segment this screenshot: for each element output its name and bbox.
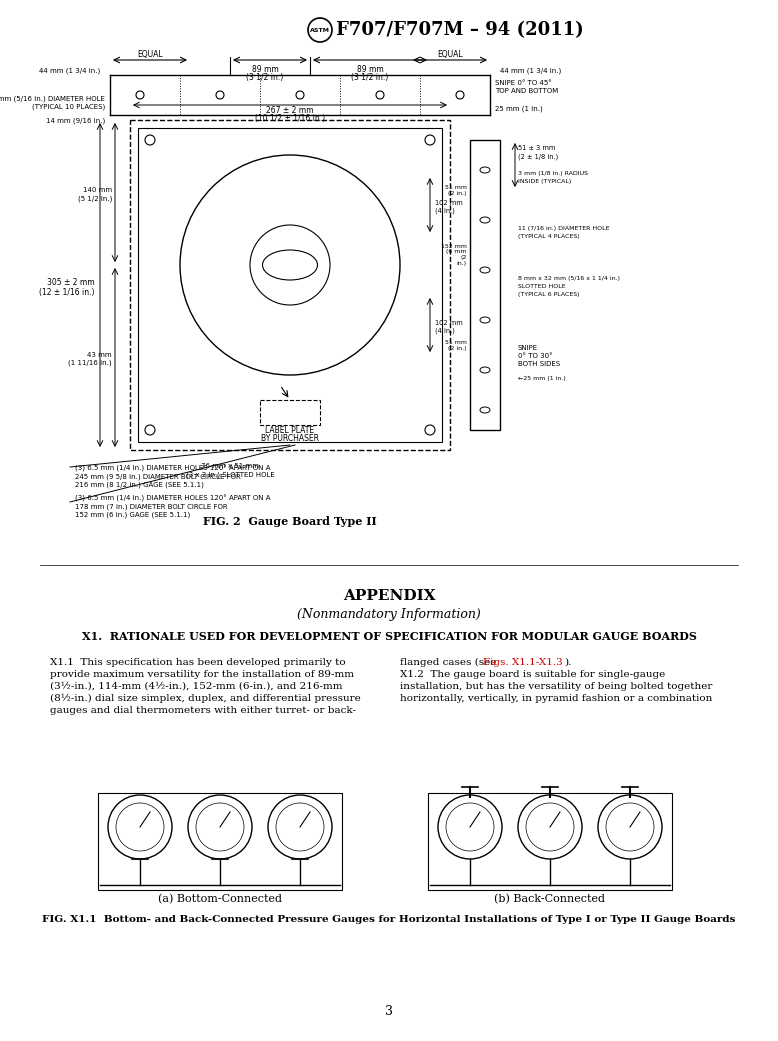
Text: SLOTTED HOLE: SLOTTED HOLE: [518, 284, 566, 289]
Text: (Nonmandatory Information): (Nonmandatory Information): [297, 608, 481, 621]
Text: 305 ± 2 mm: 305 ± 2 mm: [47, 278, 95, 287]
Text: 76 mm x 51 mm: 76 mm x 51 mm: [201, 463, 259, 469]
Text: (1 11/16 in.): (1 11/16 in.): [68, 360, 112, 366]
Text: gauges and dial thermometers with either turret- or back-: gauges and dial thermometers with either…: [50, 706, 356, 715]
Text: ASTM: ASTM: [310, 27, 330, 32]
Text: BY PURCHASER: BY PURCHASER: [261, 434, 319, 443]
Text: 44 mm (1 3/4 in.): 44 mm (1 3/4 in.): [39, 67, 100, 74]
Text: (3 1/2 in.): (3 1/2 in.): [247, 73, 284, 82]
Text: (b) Back-Connected: (b) Back-Connected: [495, 893, 605, 904]
Text: (3½-in.), 114-mm (4½-in.), 152-mm (6-in.), and 216-mm: (3½-in.), 114-mm (4½-in.), 152-mm (6-in.…: [50, 682, 342, 691]
Text: (TYPICAL 4 PLACES): (TYPICAL 4 PLACES): [518, 234, 580, 239]
Text: 0° TO 30°: 0° TO 30°: [518, 353, 552, 359]
Text: INSIDE (TYPICAL): INSIDE (TYPICAL): [518, 179, 571, 184]
Text: 89 mm: 89 mm: [356, 65, 384, 74]
Text: (10 1/2 ± 1/16 in.): (10 1/2 ± 1/16 in.): [255, 115, 325, 123]
Text: F707/F707M – 94 (2011): F707/F707M – 94 (2011): [336, 21, 584, 39]
Text: 51 mm
(2 in.): 51 mm (2 in.): [445, 185, 467, 196]
Text: 14 mm (9/16 in.): 14 mm (9/16 in.): [46, 118, 105, 125]
Text: 43 mm: 43 mm: [87, 352, 112, 358]
Text: 8 mm (5/16 in.) DIAMETER HOLE: 8 mm (5/16 in.) DIAMETER HOLE: [0, 95, 105, 102]
Text: 152 mm
(6 mm
(2
in.): 152 mm (6 mm (2 in.): [441, 244, 467, 266]
Text: FIG. 2  Gauge Board Type II: FIG. 2 Gauge Board Type II: [203, 516, 377, 527]
Text: (TYPICAL 6 PLACES): (TYPICAL 6 PLACES): [518, 291, 580, 297]
Text: 102 mm: 102 mm: [435, 320, 463, 326]
Text: 267 ± 2 mm: 267 ± 2 mm: [266, 106, 314, 115]
Text: provide maximum versatility for the installation of 89-mm: provide maximum versatility for the inst…: [50, 670, 354, 679]
Text: (3 1/2 in.): (3 1/2 in.): [352, 73, 389, 82]
Bar: [470, 139, 500, 430]
Text: 216 mm (8 1/2 in.) GAGE (SEE 5.1.1): 216 mm (8 1/2 in.) GAGE (SEE 5.1.1): [75, 481, 204, 487]
Text: installation, but has the versatility of being bolted together: installation, but has the versatility of…: [400, 682, 713, 691]
Text: (5 1/2 in.): (5 1/2 in.): [78, 195, 112, 202]
Text: horizontally, vertically, in pyramid fashion or a combination: horizontally, vertically, in pyramid fas…: [400, 694, 713, 703]
Text: (TYPICAL 10 PLACES): (TYPICAL 10 PLACES): [32, 103, 105, 109]
Text: BOTH SIDES: BOTH SIDES: [518, 361, 560, 367]
Text: (4 in.): (4 in.): [435, 328, 455, 334]
Text: EQUAL: EQUAL: [437, 50, 463, 59]
Text: X1.  RATIONALE USED FOR DEVELOPMENT OF SPECIFICATION FOR MODULAR GAUGE BOARDS: X1. RATIONALE USED FOR DEVELOPMENT OF SP…: [82, 631, 696, 642]
Text: 8 mm x 32 mm (5/16 x 1 1/4 in.): 8 mm x 32 mm (5/16 x 1 1/4 in.): [518, 276, 620, 281]
Text: (3) 6.5 mm (1/4 in.) DIAMETER HOLES 120° APART ON A: (3) 6.5 mm (1/4 in.) DIAMETER HOLES 120°…: [75, 494, 271, 502]
Text: (2 ± 1/8 in.): (2 ± 1/8 in.): [518, 153, 559, 159]
Text: EQUAL: EQUAL: [137, 50, 163, 59]
Text: 3: 3: [385, 1005, 393, 1018]
Text: (4 in.): (4 in.): [435, 208, 455, 214]
Text: APPENDIX: APPENDIX: [342, 589, 436, 603]
Text: LABEL PLATE: LABEL PLATE: [265, 426, 314, 435]
Text: X1.2  The gauge board is suitable for single-gauge: X1.2 The gauge board is suitable for sin…: [400, 670, 665, 679]
Text: 102 mm: 102 mm: [435, 200, 463, 206]
Text: 25 mm (1 in.): 25 mm (1 in.): [495, 105, 543, 111]
Text: 44 mm (1 3/4 in.): 44 mm (1 3/4 in.): [500, 67, 561, 74]
Text: 51 mm
(2 in.): 51 mm (2 in.): [445, 340, 467, 351]
Text: flanged cases (see: flanged cases (see: [400, 658, 499, 667]
Text: ).: ).: [564, 658, 571, 667]
Text: (a) Bottom-Connected: (a) Bottom-Connected: [158, 893, 282, 904]
Text: 178 mm (7 in.) DIAMETER BOLT CIRCLE FOR: 178 mm (7 in.) DIAMETER BOLT CIRCLE FOR: [75, 503, 228, 509]
Text: Figs. X1.1-X1.3: Figs. X1.1-X1.3: [483, 658, 562, 667]
Text: 89 mm: 89 mm: [251, 65, 279, 74]
Text: (3) 6.5 mm (1/4 in.) DIAMETER HOLES 120° APART ON A: (3) 6.5 mm (1/4 in.) DIAMETER HOLES 120°…: [75, 464, 271, 472]
Text: 51 ± 3 mm: 51 ± 3 mm: [518, 145, 555, 151]
Text: FIG. X1.1  Bottom- and Back-Connected Pressure Gauges for Horizontal Installatio: FIG. X1.1 Bottom- and Back-Connected Pre…: [42, 915, 736, 924]
Text: (8½-in.) dial size simplex, duplex, and differential pressure: (8½-in.) dial size simplex, duplex, and …: [50, 693, 361, 703]
Text: 3 mm (1/8 in.) RADIUS: 3 mm (1/8 in.) RADIUS: [518, 171, 588, 176]
Text: TOP AND BOTTOM: TOP AND BOTTOM: [495, 88, 559, 94]
Text: SNIPE 0° TO 45°: SNIPE 0° TO 45°: [495, 80, 552, 86]
Text: 11 (7/16 in.) DIAMETER HOLE: 11 (7/16 in.) DIAMETER HOLE: [518, 226, 609, 231]
Text: SNIPE: SNIPE: [518, 345, 538, 351]
Text: 245 mm (9 5/8 in.) DIAMETER BOLT CIRCLE FOR: 245 mm (9 5/8 in.) DIAMETER BOLT CIRCLE …: [75, 473, 240, 480]
Text: (3 x 2 in.) SLOTTED HOLE: (3 x 2 in.) SLOTTED HOLE: [186, 471, 275, 478]
Text: X1.1  This specification has been developed primarily to: X1.1 This specification has been develop…: [50, 658, 345, 667]
Text: 140 mm: 140 mm: [83, 187, 112, 193]
Text: 152 mm (6 in.) GAGE (SEE 5.1.1): 152 mm (6 in.) GAGE (SEE 5.1.1): [75, 511, 191, 517]
Text: (12 ± 1/16 in.): (12 ± 1/16 in.): [40, 288, 95, 297]
Text: ←25 mm (1 in.): ←25 mm (1 in.): [518, 376, 566, 381]
